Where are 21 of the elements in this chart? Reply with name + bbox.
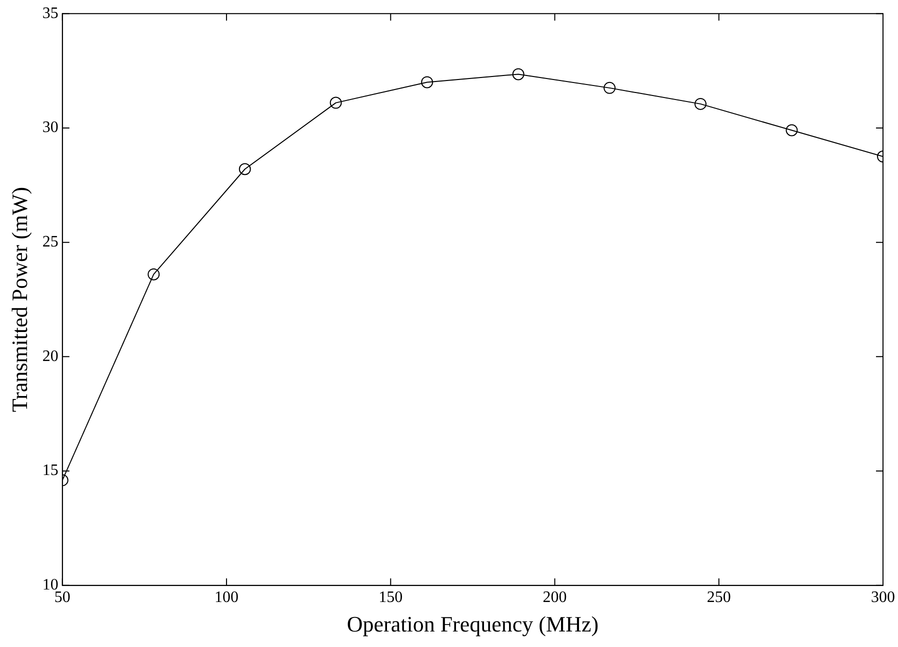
x-tick-label: 250 (706, 589, 731, 606)
point (148, 268, 160, 280)
x-axis-title: Operation Frequency (MHz) (346, 612, 599, 637)
y-tick-label: 35 (42, 4, 58, 22)
point (512, 68, 524, 80)
point (421, 76, 434, 88)
x-tick-label: 50 (54, 589, 70, 606)
point (694, 98, 706, 110)
x-tick-label: 300 (871, 589, 895, 606)
y-tick-label: 15 (42, 462, 58, 480)
point (604, 82, 616, 94)
y-tick-label: 20 (42, 348, 58, 365)
point (330, 96, 342, 109)
y-axis-title: Transmitted Power (mW) (6, 186, 32, 412)
y-tick-label: 30 (42, 119, 58, 136)
x-tick-label: 100 (214, 589, 239, 606)
y-tick-label: 25 (42, 234, 58, 251)
x-tick-label: 200 (542, 589, 567, 606)
point (786, 124, 798, 136)
x-tick-label: 150 (378, 589, 403, 606)
point (238, 163, 251, 176)
